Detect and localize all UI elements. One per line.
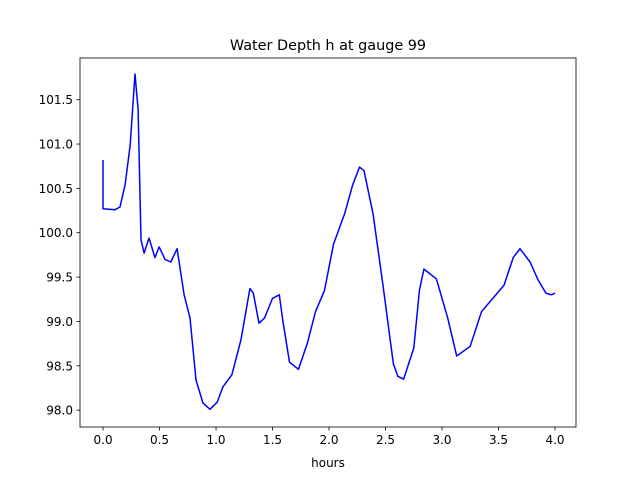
x-axis-label: hours xyxy=(311,456,345,470)
x-tick-label: 0.0 xyxy=(94,433,113,447)
series-line-h xyxy=(102,73,556,411)
y-tick-label: 100.5 xyxy=(39,182,73,196)
x-tick-label: 0.5 xyxy=(150,433,169,447)
chart-title: Water Depth h at gauge 99 xyxy=(230,38,426,54)
x-tick-label: 3.5 xyxy=(489,433,508,447)
y-tick-label: 98.0 xyxy=(46,404,73,418)
y-tick-label: 101.0 xyxy=(39,138,73,152)
plot-area xyxy=(79,57,577,428)
x-axis-ticks: 0.0 0.5 1.0 1.5 2.0 2.5 3.0 3.5 4.0 xyxy=(94,427,565,447)
y-tick-label: 99.5 xyxy=(46,271,73,285)
y-tick-label: 101.5 xyxy=(39,93,73,107)
y-tick-label: 99.0 xyxy=(46,315,73,329)
y-tick-label: 100.0 xyxy=(39,226,73,240)
x-tick-label: 1.5 xyxy=(263,433,282,447)
y-tick-label: 98.5 xyxy=(46,359,73,373)
y-axis-ticks: 98.0 98.5 99.0 99.5 100.0 100.5 101.0 101.5 xyxy=(39,93,80,418)
x-tick-label: 1.0 xyxy=(206,433,225,447)
x-tick-label: 2.0 xyxy=(319,433,338,447)
x-tick-label: 4.0 xyxy=(545,433,564,447)
axes-frame xyxy=(79,57,577,428)
x-tick-label: 3.0 xyxy=(432,433,451,447)
x-tick-label: 2.5 xyxy=(376,433,395,447)
